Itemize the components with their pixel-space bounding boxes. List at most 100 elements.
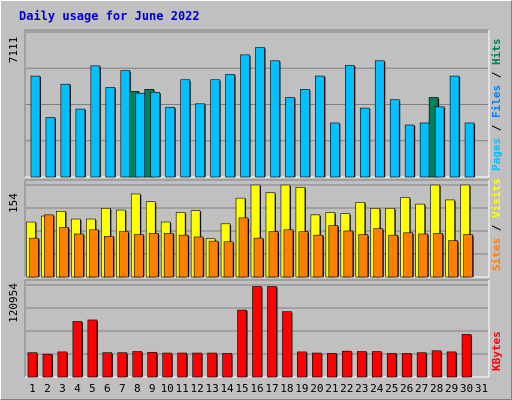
x-tick-label-27: 27 xyxy=(415,382,428,395)
legend-middle: Sites / Visits xyxy=(490,178,503,271)
x-tick-label-19: 19 xyxy=(295,382,308,395)
bar-pages-16 xyxy=(255,47,265,178)
bar-kbytes-25 xyxy=(386,353,397,378)
x-tick-label-12: 12 xyxy=(191,382,204,395)
bar-kbytes-29 xyxy=(446,351,457,378)
bar-pages-10 xyxy=(165,106,175,178)
x-tick-label-14: 14 xyxy=(220,382,234,395)
bar-pages-20 xyxy=(315,75,325,178)
bar-pages-14 xyxy=(225,74,235,178)
bar-sites-4 xyxy=(74,233,84,278)
bar-pages-29 xyxy=(449,75,460,178)
bar-pages-25 xyxy=(389,99,400,178)
x-tick-label-3: 3 xyxy=(59,382,66,395)
bar-kbytes-24 xyxy=(371,351,382,378)
bar-kbytes-28 xyxy=(431,350,442,378)
bar-kbytes-6 xyxy=(102,352,113,378)
bar-kbytes-19 xyxy=(297,351,307,378)
bar-sites-6 xyxy=(104,236,114,278)
bar-sites-20 xyxy=(313,234,324,278)
x-tick-label-5: 5 xyxy=(89,382,96,395)
x-tick-label-20: 20 xyxy=(310,382,323,395)
x-tick-label-23: 23 xyxy=(355,382,368,395)
x-tick-label-11: 11 xyxy=(176,382,189,395)
bar-sites-27 xyxy=(418,233,428,278)
legend-entry-top-3: / xyxy=(490,65,503,85)
bar-pages-28 xyxy=(434,106,445,178)
bar-pages-4 xyxy=(75,108,86,178)
bar-kbytes-8 xyxy=(132,351,143,378)
y-max-label-middle: 154 xyxy=(7,193,20,213)
x-tick-label-1: 1 xyxy=(29,382,36,395)
bar-pages-30 xyxy=(464,122,475,178)
x-tick-label-29: 29 xyxy=(445,382,458,395)
bar-sites-24 xyxy=(373,228,384,278)
bar-pages-26 xyxy=(404,124,415,178)
bar-sites-28 xyxy=(433,233,443,278)
bar-kbytes-1 xyxy=(27,352,38,378)
x-tick-label-17: 17 xyxy=(265,382,278,395)
bar-pages-11 xyxy=(180,79,190,178)
bar-pages-8 xyxy=(135,92,146,178)
bar-kbytes-18 xyxy=(282,311,292,378)
bar-sites-25 xyxy=(388,234,399,278)
x-tick-label-21: 21 xyxy=(325,382,338,395)
x-tick-label-30: 30 xyxy=(460,382,473,395)
bar-sites-14 xyxy=(223,241,234,278)
bar-sites-11 xyxy=(178,234,189,278)
bar-kbytes-12 xyxy=(192,352,202,378)
bar-pages-22 xyxy=(345,65,355,178)
bar-pages-3 xyxy=(60,83,71,178)
bar-pages-7 xyxy=(120,70,131,178)
legend-entry-top-2: Files xyxy=(490,85,503,118)
bar-sites-8 xyxy=(133,234,144,278)
x-tick-label-18: 18 xyxy=(280,382,293,395)
y-max-label-bottom: 120954 xyxy=(7,283,20,323)
bar-sites-1 xyxy=(29,237,39,278)
bar-pages-21 xyxy=(330,122,340,178)
bar-kbytes-14 xyxy=(222,353,232,378)
x-tick-label-16: 16 xyxy=(250,382,263,395)
bar-pages-13 xyxy=(210,79,220,178)
bar-sites-12 xyxy=(193,236,204,278)
legend-top: Pages / Files / Hits xyxy=(490,39,503,172)
x-tick-label-24: 24 xyxy=(370,382,384,395)
bar-sites-19 xyxy=(298,231,309,278)
legend-entry-top-4: Hits xyxy=(490,39,503,66)
x-tick-label-2: 2 xyxy=(44,382,51,395)
bar-kbytes-26 xyxy=(401,353,412,378)
bar-sites-7 xyxy=(118,231,129,278)
bar-kbytes-2 xyxy=(42,353,53,378)
legend-bottom: KBytes xyxy=(490,331,503,371)
bar-kbytes-21 xyxy=(327,353,337,378)
legend-entry-top-0: Pages xyxy=(490,138,503,171)
y-max-label-top: 7111 xyxy=(7,37,20,64)
bar-sites-9 xyxy=(148,233,159,278)
x-tick-label-4: 4 xyxy=(74,382,81,395)
bar-pages-23 xyxy=(359,107,370,178)
bar-pages-27 xyxy=(419,122,430,178)
bar-pages-6 xyxy=(105,87,116,178)
bar-pages-1 xyxy=(30,75,41,178)
bar-kbytes-5 xyxy=(87,319,98,378)
x-tick-label-10: 10 xyxy=(161,382,174,395)
x-tick-label-31: 31 xyxy=(475,382,488,395)
bar-sites-2 xyxy=(44,214,54,278)
legend-entry-middle-2: Visits xyxy=(490,178,503,218)
x-tick-label-13: 13 xyxy=(205,382,218,395)
bar-pages-5 xyxy=(90,65,101,178)
bar-kbytes-27 xyxy=(416,352,427,378)
x-tick-label-26: 26 xyxy=(400,382,413,395)
bar-sites-26 xyxy=(403,232,413,278)
bar-sites-5 xyxy=(89,229,99,278)
bar-sites-29 xyxy=(448,240,458,278)
x-tick-label-22: 22 xyxy=(340,382,353,395)
bar-pages-24 xyxy=(374,60,385,178)
bar-kbytes-7 xyxy=(117,352,128,378)
bar-kbytes-9 xyxy=(147,351,158,378)
legend-entry-middle-0: Sites xyxy=(490,238,503,271)
bar-sites-3 xyxy=(59,227,69,278)
x-tick-label-6: 6 xyxy=(104,382,111,395)
bar-sites-17 xyxy=(268,231,279,278)
